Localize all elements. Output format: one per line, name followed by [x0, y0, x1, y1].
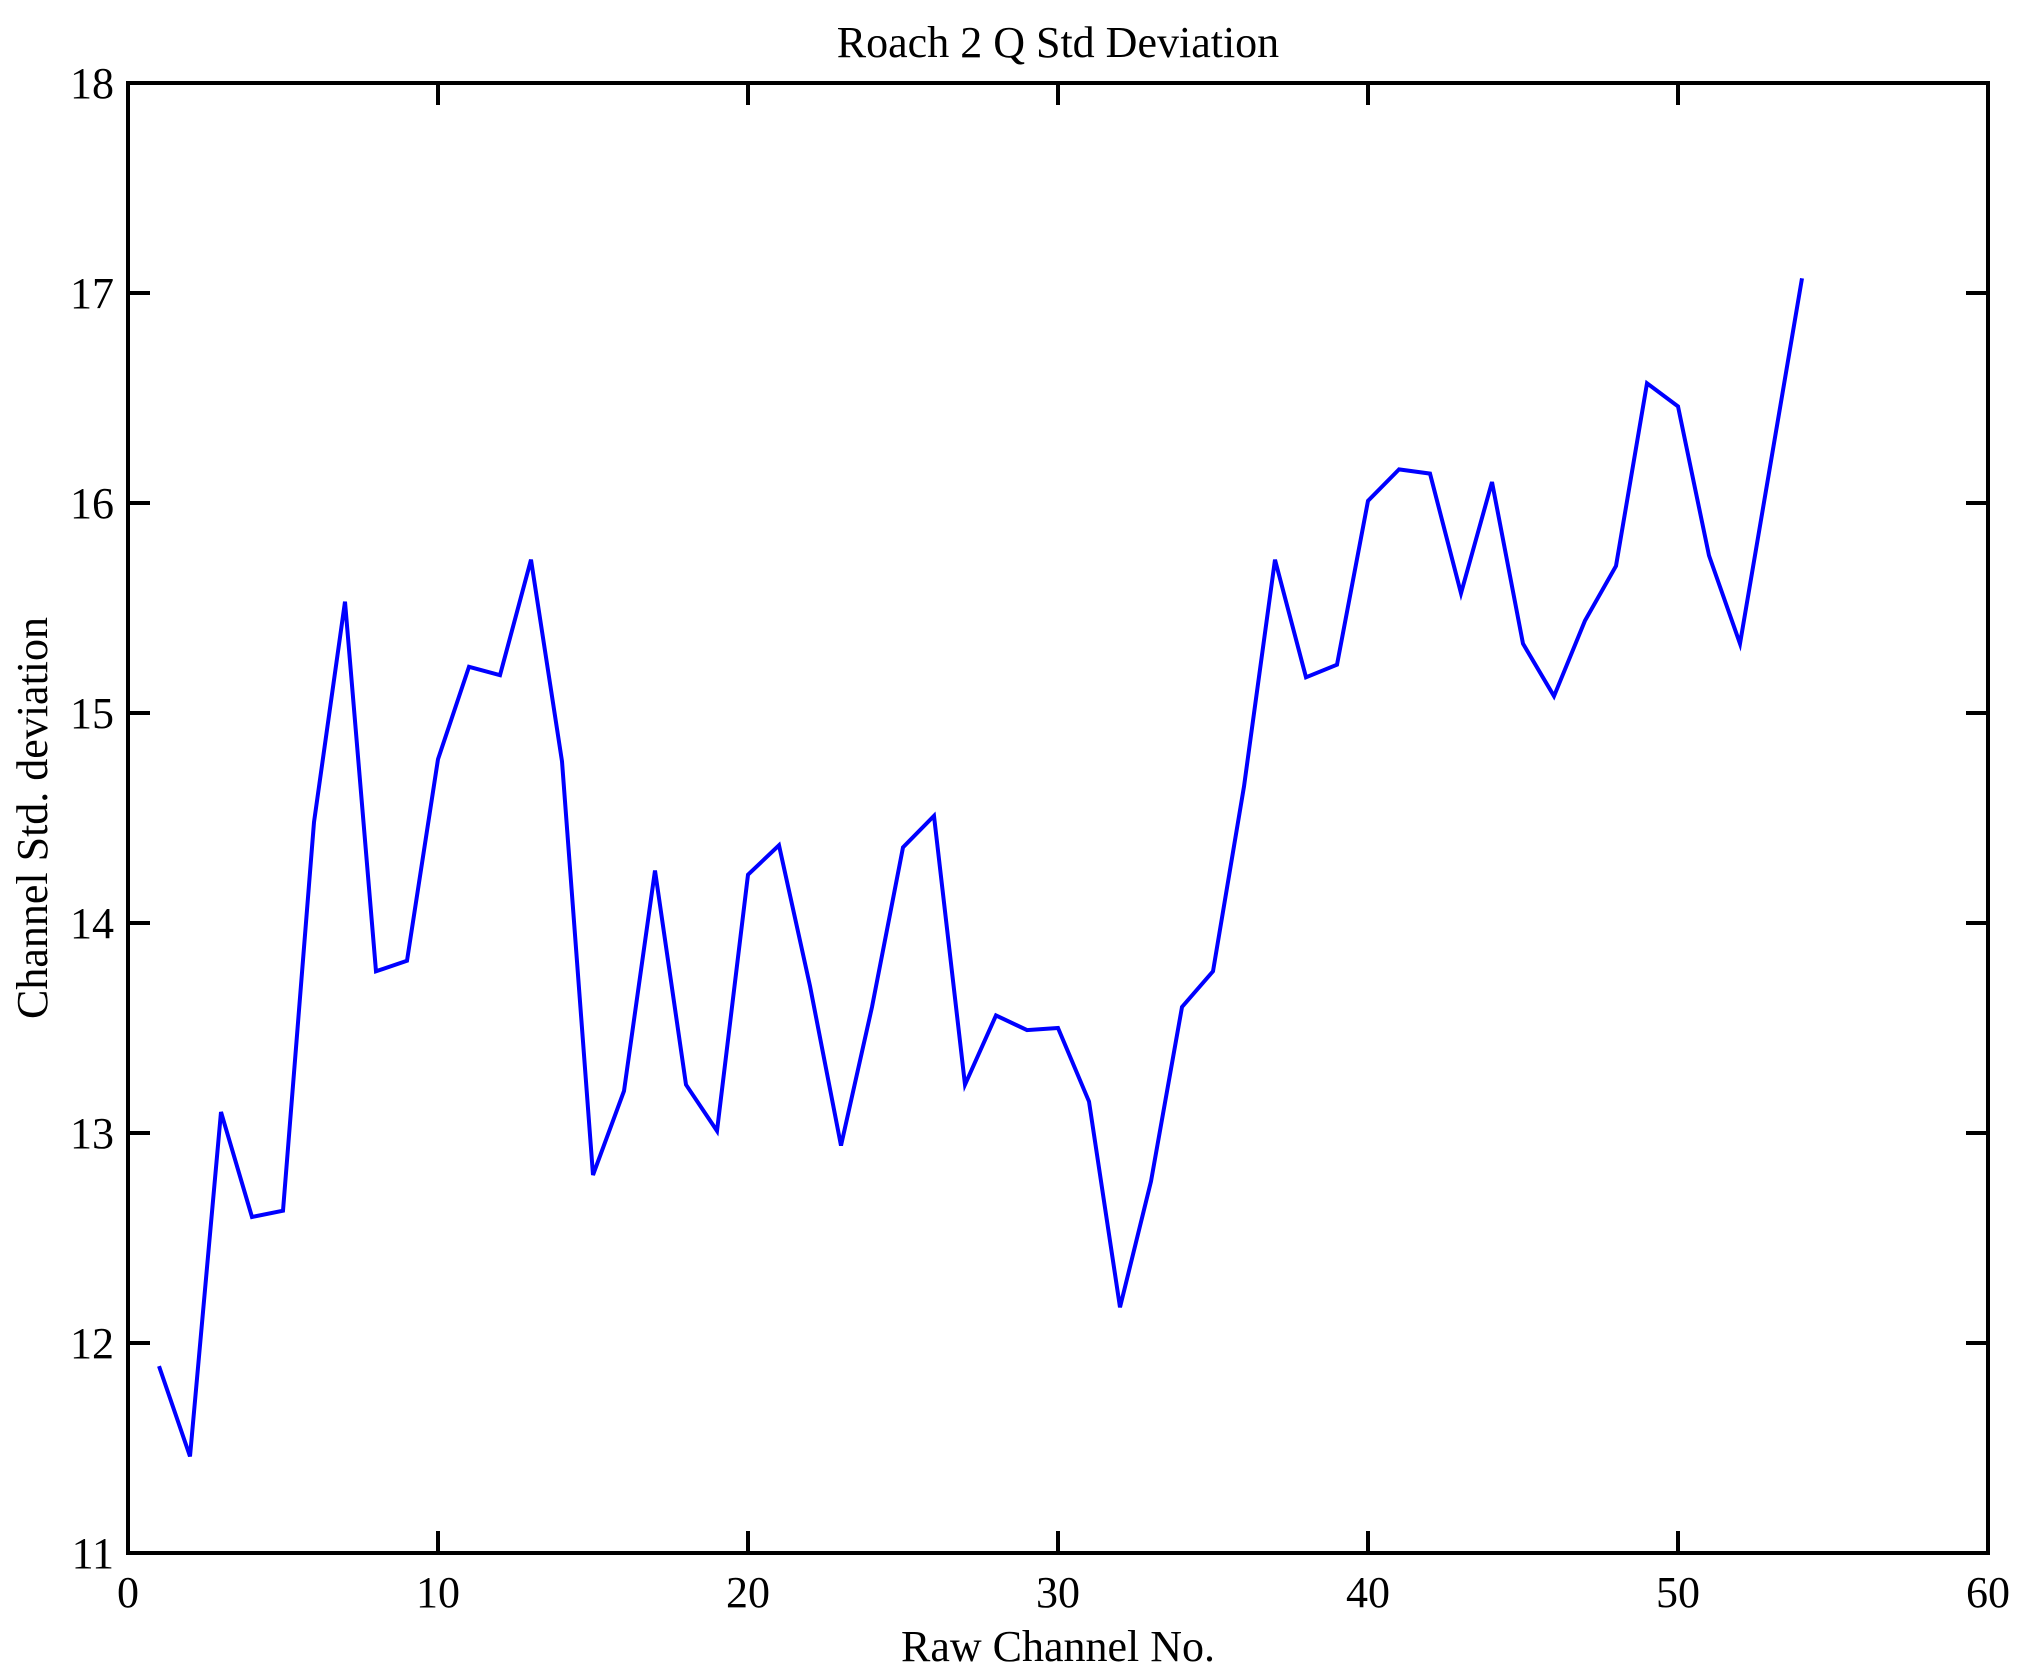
x-tick-label: 10	[416, 1568, 460, 1617]
y-tick-label: 18	[70, 59, 114, 108]
y-tick-label: 12	[70, 1319, 114, 1368]
x-tick-label: 30	[1036, 1568, 1080, 1617]
data-line	[157, 277, 1804, 1458]
y-tick-label: 13	[70, 1109, 114, 1158]
x-axis-label: Raw Channel No.	[901, 1622, 1215, 1671]
y-axis-label: Channel Std. deviation	[8, 617, 57, 1019]
x-tick-label: 20	[726, 1568, 770, 1617]
x-tick-label: 40	[1346, 1568, 1390, 1617]
y-tick-label: 11	[72, 1529, 114, 1578]
x-tick-label: 0	[117, 1568, 139, 1617]
x-tick-label: 50	[1656, 1568, 1700, 1617]
y-tick-label: 14	[70, 899, 114, 948]
y-tick-label: 17	[70, 269, 114, 318]
y-tick-label: 15	[70, 689, 114, 738]
x-tick-label: 60	[1966, 1568, 2010, 1617]
y-tick-label: 16	[70, 479, 114, 528]
chart-title: Roach 2 Q Std Deviation	[837, 18, 1279, 67]
chart-generated-content: 0 10 20 30 40 50 60 11 12 13 14 15 16 17 18	[70, 59, 2010, 1617]
plot-border	[126, 81, 1990, 1555]
